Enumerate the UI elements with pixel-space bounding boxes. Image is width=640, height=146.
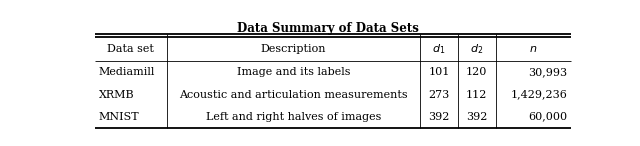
- Text: Image and its labels: Image and its labels: [237, 67, 350, 77]
- Text: 392: 392: [428, 112, 449, 122]
- Text: 1,429,236: 1,429,236: [510, 89, 567, 100]
- Text: $d_2$: $d_2$: [470, 42, 483, 56]
- Text: Left and right halves of images: Left and right halves of images: [205, 112, 381, 122]
- Text: 101: 101: [428, 67, 449, 77]
- Text: MNIST: MNIST: [99, 112, 140, 122]
- Text: 60,000: 60,000: [528, 112, 567, 122]
- Text: 30,993: 30,993: [528, 67, 567, 77]
- Text: $d_1$: $d_1$: [432, 42, 445, 56]
- Text: 112: 112: [466, 89, 488, 100]
- Text: Description: Description: [260, 44, 326, 54]
- Text: Data Summary of Data Sets: Data Summary of Data Sets: [237, 22, 419, 35]
- Text: 120: 120: [466, 67, 488, 77]
- Text: Mediamill: Mediamill: [99, 67, 156, 77]
- Text: $n$: $n$: [529, 44, 538, 54]
- Text: 273: 273: [428, 89, 449, 100]
- Text: XRMB: XRMB: [99, 89, 134, 100]
- Text: Data set: Data set: [108, 44, 154, 54]
- Text: Acoustic and articulation measurements: Acoustic and articulation measurements: [179, 89, 408, 100]
- Text: 392: 392: [466, 112, 488, 122]
